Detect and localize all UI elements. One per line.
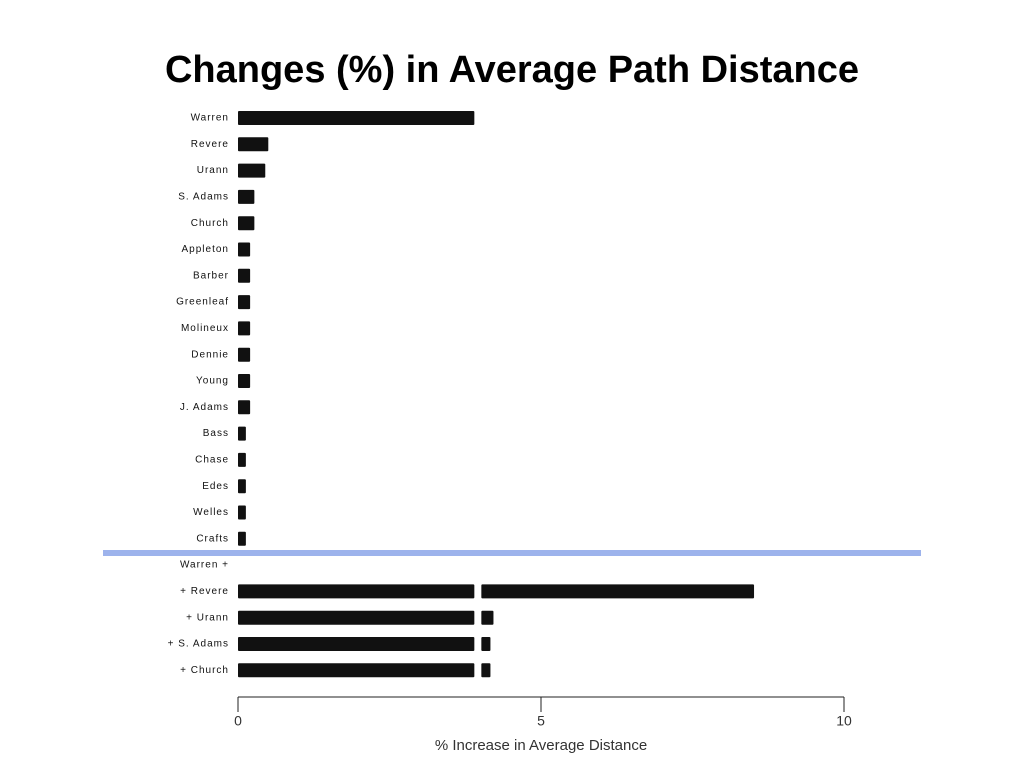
y-tick-label: Warren + xyxy=(180,560,229,571)
bar xyxy=(238,137,269,152)
y-tick-label: Young xyxy=(196,376,229,387)
bar xyxy=(238,163,266,178)
bar xyxy=(238,189,255,204)
y-tick-label: + S. Adams xyxy=(168,639,229,650)
y-tick-label: Greenleaf xyxy=(176,297,229,308)
bar xyxy=(238,374,251,388)
y-tick-label: Chase xyxy=(195,455,229,466)
bar xyxy=(238,111,475,125)
y-tick-label: Edes xyxy=(202,481,229,492)
y-tick-label: + Church xyxy=(180,665,229,676)
bar xyxy=(238,347,251,362)
bar xyxy=(481,584,755,599)
x-tick-label: 0 xyxy=(234,713,242,729)
bar xyxy=(238,452,246,467)
bar xyxy=(238,531,246,546)
y-tick-label: Bass xyxy=(203,428,229,439)
y-tick-label: Barber xyxy=(193,270,229,281)
bar xyxy=(238,242,251,257)
bar xyxy=(238,584,475,599)
y-tick-label: Crafts xyxy=(196,533,229,544)
x-tick-label: 10 xyxy=(836,713,852,729)
bar xyxy=(238,216,255,231)
bar xyxy=(481,663,491,678)
y-tick-label: Molineux xyxy=(181,323,229,334)
bar xyxy=(238,479,246,494)
bar xyxy=(238,295,251,310)
y-tick-label: Dennie xyxy=(191,349,229,360)
x-axis-label: % Increase in Average Distance xyxy=(435,737,647,754)
bar xyxy=(238,505,246,520)
y-tick-label: + Urann xyxy=(186,612,229,623)
x-tick-label: 5 xyxy=(537,713,545,729)
bar xyxy=(481,637,491,651)
y-tick-label: Revere xyxy=(191,139,229,150)
y-tick-label: Church xyxy=(191,218,229,229)
y-tick-label: J. Adams xyxy=(180,402,229,413)
bar xyxy=(238,426,246,441)
y-tick-label: Appleton xyxy=(182,244,229,255)
y-tick-label: + Revere xyxy=(180,586,229,597)
bar xyxy=(238,663,475,678)
y-tick-label: Warren xyxy=(191,113,229,124)
bar xyxy=(238,321,251,336)
bar xyxy=(238,268,251,283)
y-tick-label: S. Adams xyxy=(178,192,229,203)
bar xyxy=(238,637,475,651)
bar xyxy=(238,400,251,415)
chart-title: Changes (%) in Average Path Distance xyxy=(165,49,859,91)
bar xyxy=(481,610,494,625)
y-tick-label: Welles xyxy=(193,507,229,518)
bar xyxy=(238,610,475,625)
y-tick-label: Urann xyxy=(197,165,229,176)
separator xyxy=(103,550,921,556)
